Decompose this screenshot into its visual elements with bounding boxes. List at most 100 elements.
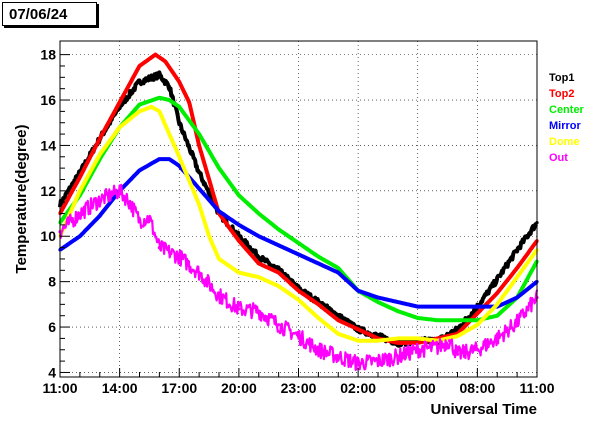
x-tick-label: 02:00 <box>340 380 376 396</box>
y-tick-label: 12 <box>40 183 56 199</box>
data-point <box>396 354 400 359</box>
data-point <box>376 339 380 343</box>
data-point <box>207 234 211 238</box>
data-point <box>197 143 201 148</box>
data-point <box>455 327 460 331</box>
data-point <box>257 261 261 266</box>
data-point <box>237 307 241 311</box>
data-point <box>416 305 420 309</box>
data-point <box>149 105 154 109</box>
series-out <box>58 183 539 371</box>
data-point <box>495 291 499 295</box>
data-point <box>376 295 380 300</box>
data-point <box>436 318 440 322</box>
data-point <box>296 241 301 245</box>
data-point <box>257 275 261 279</box>
data-point <box>515 248 519 252</box>
data-point <box>137 102 142 107</box>
data-point <box>316 302 320 306</box>
x-tick-label: 23:00 <box>281 380 317 396</box>
x-tick-label: 05:00 <box>400 380 436 396</box>
data-point <box>167 157 171 161</box>
data-point <box>396 309 400 313</box>
data-point <box>98 137 102 141</box>
data-point <box>137 80 142 84</box>
x-tick-label: 11:00 <box>42 380 77 396</box>
data-point <box>157 96 161 100</box>
data-point <box>78 175 82 179</box>
y-axis: 4 6 8 10 12 14 16 18 <box>40 47 70 380</box>
y-tick-label: 16 <box>40 92 56 108</box>
data-point <box>416 348 420 352</box>
data-point <box>495 277 499 281</box>
data-point <box>167 250 171 254</box>
data-point <box>137 168 142 173</box>
legend-item-mirror: Mirror <box>549 120 582 132</box>
data-point <box>78 234 82 238</box>
y-tick-label: 10 <box>40 228 56 244</box>
data-point <box>336 332 340 336</box>
y-tick-label: 18 <box>40 47 56 63</box>
data-point <box>237 270 241 275</box>
data-point <box>336 318 340 322</box>
data-point <box>157 109 161 113</box>
x-axis: 11:00 14:00 17:00 20:00 23:00 02:00 05:00 08:00… <box>42 368 555 396</box>
data-point <box>277 270 281 275</box>
data-point <box>177 255 181 259</box>
data-point <box>396 341 400 345</box>
data-point <box>147 216 152 220</box>
data-point <box>296 289 301 293</box>
date-label: 07/06/24 <box>2 2 97 26</box>
y-tick-label: 8 <box>48 274 56 290</box>
data-point <box>98 152 102 157</box>
data-point <box>217 166 221 170</box>
legend-item-out: Out <box>549 152 568 164</box>
data-point <box>475 311 479 316</box>
data-point <box>396 336 400 341</box>
data-point <box>455 334 460 338</box>
data-point <box>197 171 201 175</box>
data-point <box>163 59 167 64</box>
data-point <box>336 270 340 275</box>
data-point <box>237 193 241 197</box>
y-tick-label: 14 <box>40 137 56 153</box>
data-point <box>157 157 161 161</box>
data-point <box>396 300 400 304</box>
data-point <box>356 327 360 331</box>
data-point <box>336 314 340 318</box>
data-point <box>177 121 181 125</box>
data-point <box>217 293 221 297</box>
data-point <box>98 214 102 218</box>
x-axis-title: Universal Time <box>431 401 537 418</box>
data-point <box>177 155 181 159</box>
data-point <box>237 239 241 243</box>
series-center <box>58 95 539 323</box>
data-point <box>296 252 301 257</box>
data-point <box>157 73 161 77</box>
data-point <box>376 359 380 363</box>
data-point <box>217 257 221 261</box>
data-point <box>416 336 420 341</box>
data-point <box>296 298 301 302</box>
data-point <box>475 323 479 327</box>
data-point <box>515 295 519 300</box>
data-point <box>316 255 320 259</box>
data-point <box>356 289 360 293</box>
data-point <box>455 352 460 356</box>
data-point <box>495 314 499 318</box>
data-point <box>475 348 479 352</box>
y-tick-label: 6 <box>48 319 56 335</box>
legend-item-top2: Top2 <box>549 88 574 100</box>
data-point <box>197 186 201 191</box>
data-point <box>177 164 181 168</box>
data-point <box>237 223 241 227</box>
data-point <box>167 84 171 89</box>
data-point <box>137 218 142 222</box>
series-mirror <box>58 157 539 309</box>
data-point <box>197 202 201 207</box>
data-point <box>475 305 479 309</box>
x-tick-label: 17:00 <box>161 380 197 396</box>
data-point <box>316 348 320 352</box>
data-point <box>277 227 281 232</box>
